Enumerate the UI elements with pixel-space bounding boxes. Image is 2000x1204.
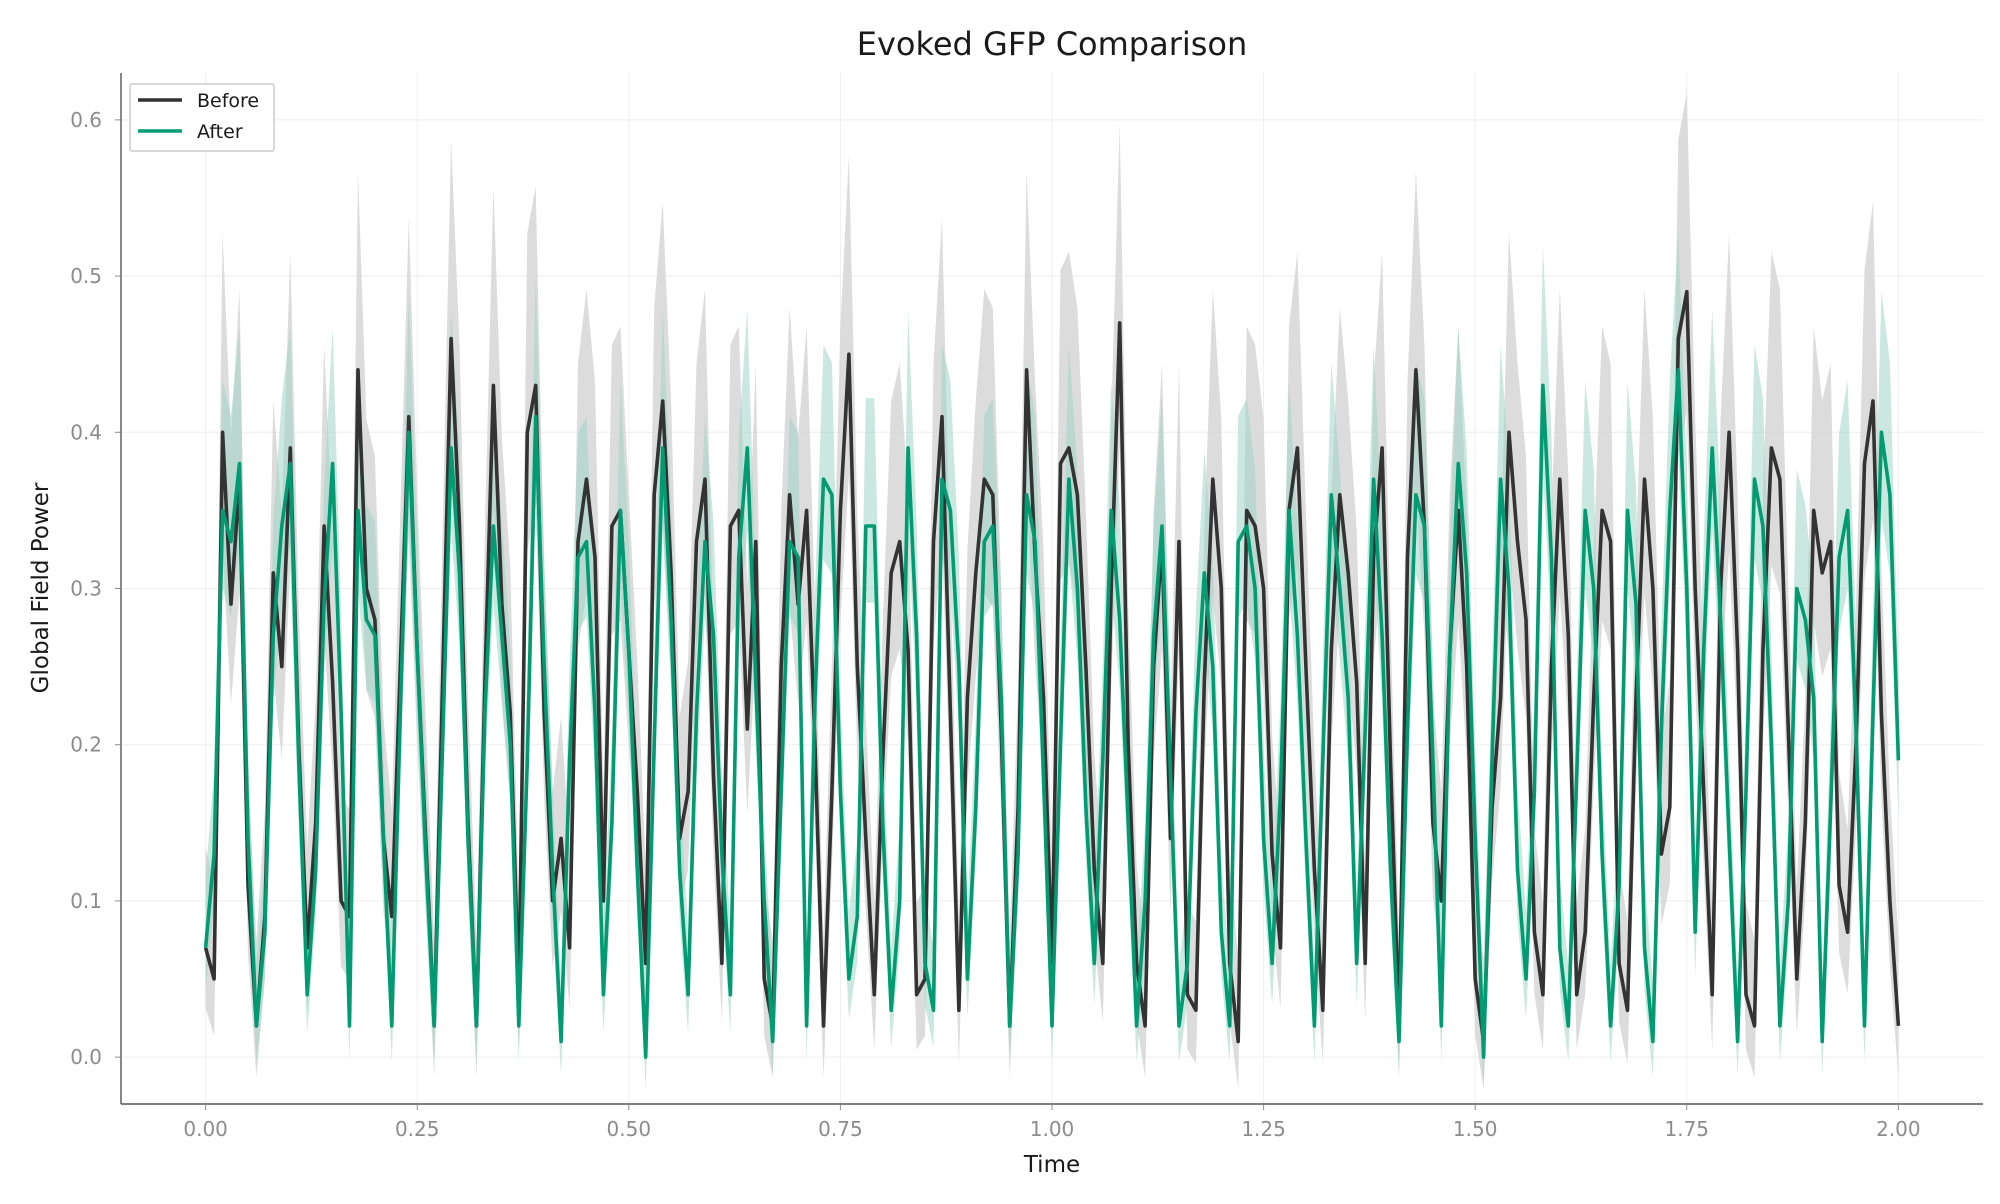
y-tick-label: 0.0 [70, 1045, 102, 1069]
chart-title: Evoked GFP Comparison [857, 25, 1248, 63]
x-tick-label: 0.25 [395, 1117, 440, 1141]
legend-label-before: Before [197, 90, 259, 112]
x-tick-label: 1.50 [1453, 1117, 1498, 1141]
series-line-before [203, 289, 1901, 1044]
x-tick-label: 0.75 [818, 1117, 863, 1141]
legend: Before After [129, 83, 275, 152]
x-axis-label: Time [1023, 1152, 1080, 1178]
y-tick-label: 0.4 [70, 420, 102, 444]
x-tick-label: 0.00 [183, 1117, 228, 1141]
y-tick-label: 0.1 [70, 889, 102, 913]
y-tick-label: 0.6 [70, 108, 102, 132]
legend-label-after: After [197, 121, 243, 143]
tick-layer: 0.00 0.25 0.50 0.75 1.00 1.25 1.50 1.75 2.00 0.0 0… [70, 108, 1920, 1141]
x-tick-label: 2.00 [1876, 1117, 1921, 1141]
series-line-after [203, 368, 1901, 1059]
x-tick-label: 0.50 [607, 1117, 652, 1141]
y-tick-label: 0.3 [70, 577, 102, 601]
x-tick-label: 1.25 [1241, 1117, 1286, 1141]
y-tick-label: 0.5 [70, 264, 102, 288]
x-tick-label: 1.75 [1665, 1117, 1710, 1141]
line-layer [203, 289, 1901, 1059]
x-tick-label: 1.00 [1030, 1117, 1075, 1141]
y-axis-label: Global Field Power [28, 482, 54, 693]
y-tick-label: 0.2 [70, 733, 102, 757]
